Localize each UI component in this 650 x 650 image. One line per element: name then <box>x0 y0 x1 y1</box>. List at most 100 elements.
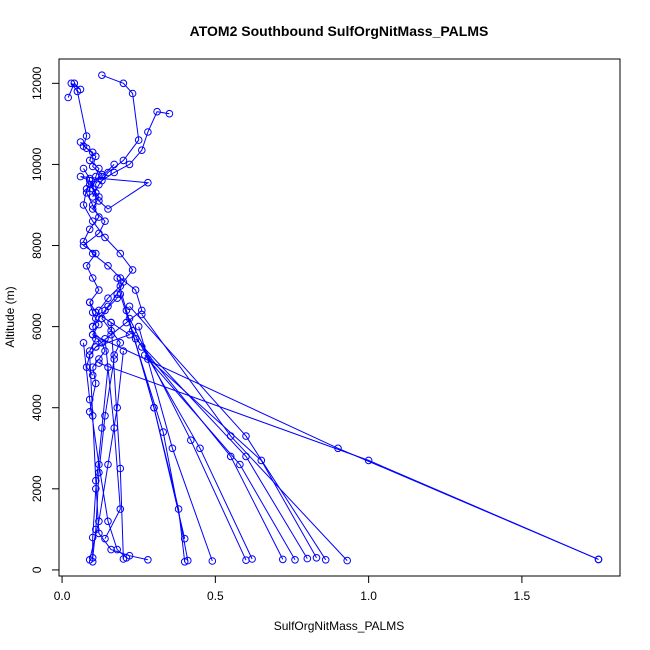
series-line <box>147 358 296 561</box>
data-point <box>110 351 118 359</box>
data-point <box>88 201 97 209</box>
y-axis-label: Altitude (m) <box>3 286 17 347</box>
data-point <box>128 326 137 335</box>
data-point <box>92 476 100 485</box>
data-point <box>107 330 115 339</box>
data-point <box>104 205 112 213</box>
data-point <box>88 363 97 372</box>
data-point <box>92 335 100 343</box>
y-axis: 0 2000 4000 6000 8000 10000 12000 <box>30 66 60 573</box>
data-point <box>141 351 149 359</box>
x-tick-label: 0.0 <box>54 589 71 603</box>
x-tick-label: 1.5 <box>514 589 531 603</box>
data-point <box>79 237 88 246</box>
data-point <box>113 294 121 303</box>
series-line <box>89 297 118 352</box>
data-point <box>248 555 256 563</box>
series-line <box>67 82 150 210</box>
data-point <box>98 176 106 185</box>
data-point <box>92 152 100 161</box>
data-point <box>98 424 106 432</box>
data-point <box>138 306 146 315</box>
series-line <box>80 141 131 348</box>
data-point <box>116 464 125 473</box>
data-point <box>257 456 266 465</box>
data-point <box>104 363 112 372</box>
data-point <box>85 225 94 234</box>
series-line <box>92 334 599 560</box>
series-line <box>138 326 213 562</box>
data-point <box>88 371 97 380</box>
y-tick-label: 0 <box>30 566 44 573</box>
data-point <box>70 79 79 88</box>
data-point <box>95 359 103 367</box>
data-point <box>144 178 152 187</box>
y-tick-label: 12000 <box>30 66 44 100</box>
data-point <box>85 351 94 359</box>
data-point <box>131 286 140 294</box>
data-point <box>131 335 140 343</box>
data-point <box>226 452 235 461</box>
data-point <box>85 556 94 564</box>
data-point <box>73 87 82 96</box>
data-point <box>242 452 250 461</box>
data-point <box>85 347 94 355</box>
data-point <box>88 274 97 282</box>
data-point <box>88 308 97 317</box>
data-point <box>113 274 121 282</box>
data-point <box>82 144 91 152</box>
data-point <box>101 412 109 420</box>
data-point <box>208 557 217 565</box>
data-point <box>79 164 88 173</box>
y-tick-label: 10000 <box>30 147 44 181</box>
data-point <box>95 213 103 221</box>
data-point <box>95 468 103 477</box>
data-point <box>334 444 342 453</box>
data-point <box>92 485 100 493</box>
data-point <box>196 444 204 453</box>
data-point <box>119 79 128 88</box>
data-point <box>279 555 287 564</box>
series-line <box>82 164 134 327</box>
data-point <box>174 505 183 513</box>
data-point <box>82 185 91 193</box>
series-line <box>135 338 308 559</box>
data-point <box>101 347 109 355</box>
series-line <box>141 314 348 561</box>
series-line <box>141 346 284 560</box>
data-point <box>88 249 97 258</box>
data-point <box>79 201 88 209</box>
data-point <box>67 79 76 88</box>
data-point <box>165 109 174 118</box>
data-point <box>98 170 106 179</box>
data-point <box>104 517 112 526</box>
data-point <box>98 314 106 323</box>
data-point <box>101 233 109 242</box>
y-tick-label: 8000 <box>30 232 44 259</box>
data-point <box>79 241 88 250</box>
data-point <box>88 205 97 213</box>
data-point <box>125 302 134 311</box>
data-point <box>95 355 103 363</box>
data-point <box>98 71 106 79</box>
y-tick-label: 2000 <box>30 475 44 502</box>
data-point <box>110 168 118 177</box>
data-point <box>343 556 352 565</box>
data-point <box>92 343 100 351</box>
data-point <box>321 556 330 564</box>
data-point <box>107 326 115 335</box>
data-point <box>107 318 115 327</box>
data-point <box>85 298 94 307</box>
series-line <box>110 322 124 560</box>
data-point <box>134 136 143 144</box>
data-point <box>119 156 128 165</box>
data-point <box>125 160 134 169</box>
data-point <box>125 314 134 323</box>
data-point <box>104 294 112 303</box>
data-point <box>180 534 189 543</box>
data-point <box>92 379 100 388</box>
data-point <box>168 444 177 453</box>
data-point <box>104 460 112 469</box>
data-point <box>88 533 97 542</box>
data-point <box>119 278 128 286</box>
